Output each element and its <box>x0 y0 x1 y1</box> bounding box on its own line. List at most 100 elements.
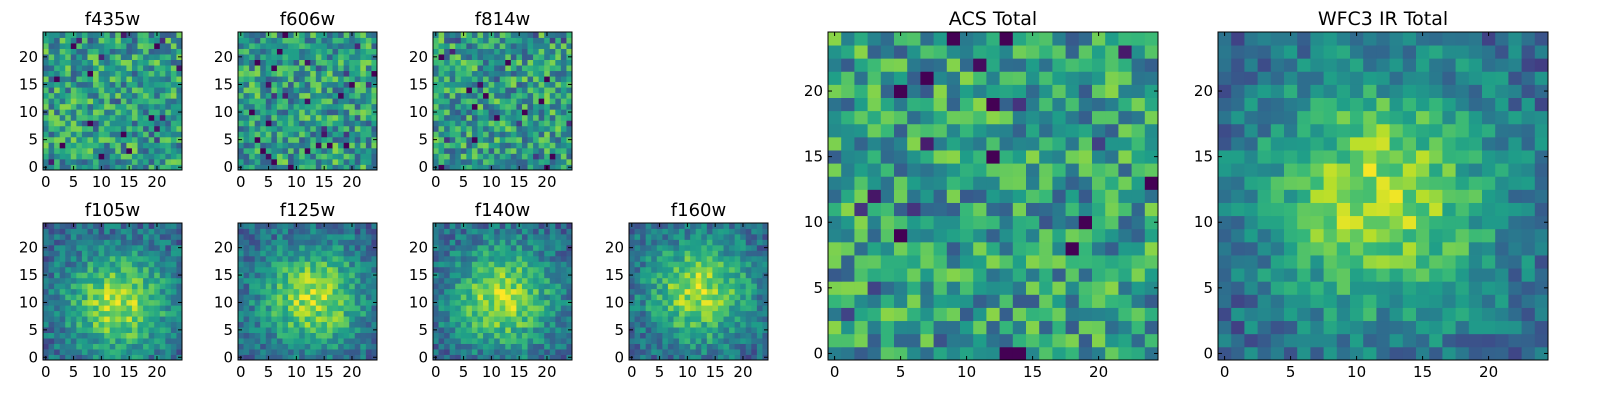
heatmap-cell <box>48 294 55 301</box>
heatmap-cell <box>315 81 322 88</box>
heatmap-cell <box>43 255 49 262</box>
heatmap-cell <box>304 70 311 77</box>
heatmap-cell <box>137 87 144 94</box>
heatmap-cell <box>293 266 300 273</box>
heatmap-cell <box>299 65 306 72</box>
heatmap-cell <box>87 277 94 284</box>
heatmap-cell <box>148 92 155 99</box>
heatmap-cell <box>986 241 1000 256</box>
heatmap-cell <box>740 310 747 317</box>
heatmap-cell <box>494 70 501 77</box>
heatmap-cell <box>371 125 378 132</box>
heatmap-cell <box>271 109 278 116</box>
x-tick-label: 10 <box>482 363 501 381</box>
heatmap-cell <box>483 114 489 121</box>
heatmap-cell <box>533 114 540 121</box>
heatmap-cell <box>265 54 272 60</box>
heatmap-cell <box>81 233 88 240</box>
heatmap-cell <box>365 272 372 279</box>
heatmap-cell <box>148 223 155 229</box>
heatmap-cell <box>854 281 868 295</box>
heatmap-cell <box>115 158 122 165</box>
heatmap-cell <box>243 48 250 55</box>
heatmap-cell <box>137 244 144 251</box>
heatmap-cell <box>933 281 948 295</box>
heatmap-cell <box>1118 255 1132 269</box>
heatmap-cell <box>521 316 528 323</box>
heatmap-cell <box>527 59 534 66</box>
heatmap-cell <box>679 321 685 328</box>
heatmap-cell <box>243 59 250 66</box>
heatmap-cell <box>243 109 250 116</box>
heatmap-cell <box>332 288 339 295</box>
heatmap-cell <box>243 164 250 171</box>
heatmap-cell <box>65 266 72 273</box>
heatmap-cell <box>176 32 183 38</box>
heatmap-cell <box>48 316 55 323</box>
x-tick-label: 0 <box>41 173 51 191</box>
heatmap-cell <box>315 343 322 350</box>
heatmap-cell <box>154 103 161 110</box>
heatmap-cell <box>143 343 150 350</box>
heatmap-cell <box>555 244 562 251</box>
heatmap-cell <box>690 288 697 295</box>
heatmap-cell <box>315 65 322 72</box>
heatmap-cell <box>131 316 138 323</box>
heatmap-cell <box>148 70 155 77</box>
heatmap-cell <box>76 32 83 38</box>
heatmap-cell <box>304 120 311 127</box>
heatmap-cell <box>933 307 948 322</box>
heatmap-cell <box>438 354 445 361</box>
heatmap-cell <box>249 327 256 333</box>
heatmap-cell <box>154 283 161 290</box>
heatmap-cell <box>538 87 545 94</box>
heatmap-cell <box>477 103 484 110</box>
heatmap-cell <box>488 255 495 262</box>
heatmap-cell <box>360 266 367 273</box>
heatmap-cell <box>538 59 545 66</box>
heatmap-cell <box>1118 294 1132 308</box>
heatmap-cell <box>349 343 356 350</box>
heatmap-cell <box>667 266 674 273</box>
heatmap-cell <box>321 332 328 339</box>
heatmap-cell <box>148 288 155 295</box>
heatmap-cell <box>762 233 769 240</box>
heatmap-cell <box>276 114 283 121</box>
heatmap-cell <box>249 272 256 279</box>
heatmap-cell <box>516 59 523 66</box>
heatmap-cell <box>165 223 172 229</box>
heatmap-cell <box>243 250 250 257</box>
heatmap-cell <box>81 142 88 149</box>
heatmap-cell <box>65 294 72 301</box>
heatmap-cell <box>276 125 283 132</box>
heatmap-cell <box>315 125 322 132</box>
heatmap-cell <box>544 299 551 306</box>
heatmap-cell <box>533 48 540 55</box>
heatmap-cell <box>170 233 177 240</box>
heatmap-cell <box>143 153 150 160</box>
heatmap-cell <box>544 103 551 110</box>
heatmap-cell <box>170 261 177 268</box>
x-tick-label: 15 <box>510 363 529 381</box>
heatmap-cell <box>54 109 61 116</box>
heatmap-cell <box>109 65 116 72</box>
heatmap-cell <box>538 277 545 284</box>
heatmap-cell <box>276 316 283 323</box>
y-tick-label: 15 <box>214 75 233 93</box>
heatmap-cell <box>87 316 94 323</box>
heatmap-cell <box>265 158 272 165</box>
heatmap-cell <box>640 310 647 317</box>
heatmap-cell <box>555 103 562 110</box>
heatmap-cell <box>159 332 166 339</box>
heatmap-cell <box>76 233 83 240</box>
heatmap-cell <box>115 288 122 295</box>
heatmap-cell <box>999 281 1014 295</box>
heatmap-cell <box>679 338 685 344</box>
heatmap-cell <box>549 158 556 165</box>
heatmap-cell <box>176 92 183 99</box>
heatmap-cell <box>332 233 339 240</box>
heatmap-cell <box>371 338 378 344</box>
heatmap-cell <box>527 343 534 350</box>
heatmap-cell <box>734 223 741 229</box>
heatmap-cell <box>159 109 166 116</box>
